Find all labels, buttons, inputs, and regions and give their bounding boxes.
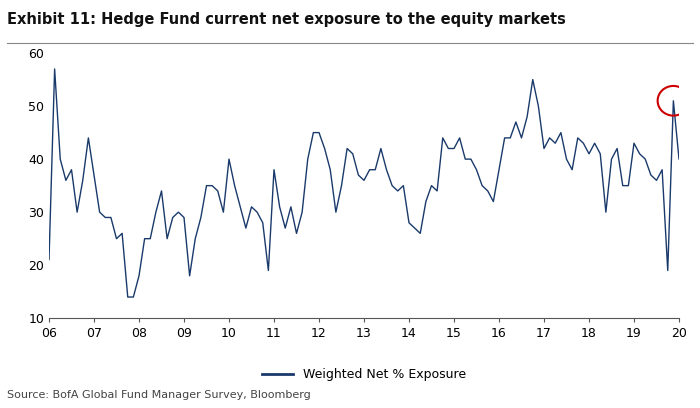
Text: Source: BofA Global Fund Manager Survey, Bloomberg: Source: BofA Global Fund Manager Survey,… (7, 390, 311, 400)
Text: Exhibit 11: Hedge Fund current net exposure to the equity markets: Exhibit 11: Hedge Fund current net expos… (7, 12, 566, 27)
Legend: Weighted Net % Exposure: Weighted Net % Exposure (257, 363, 471, 386)
